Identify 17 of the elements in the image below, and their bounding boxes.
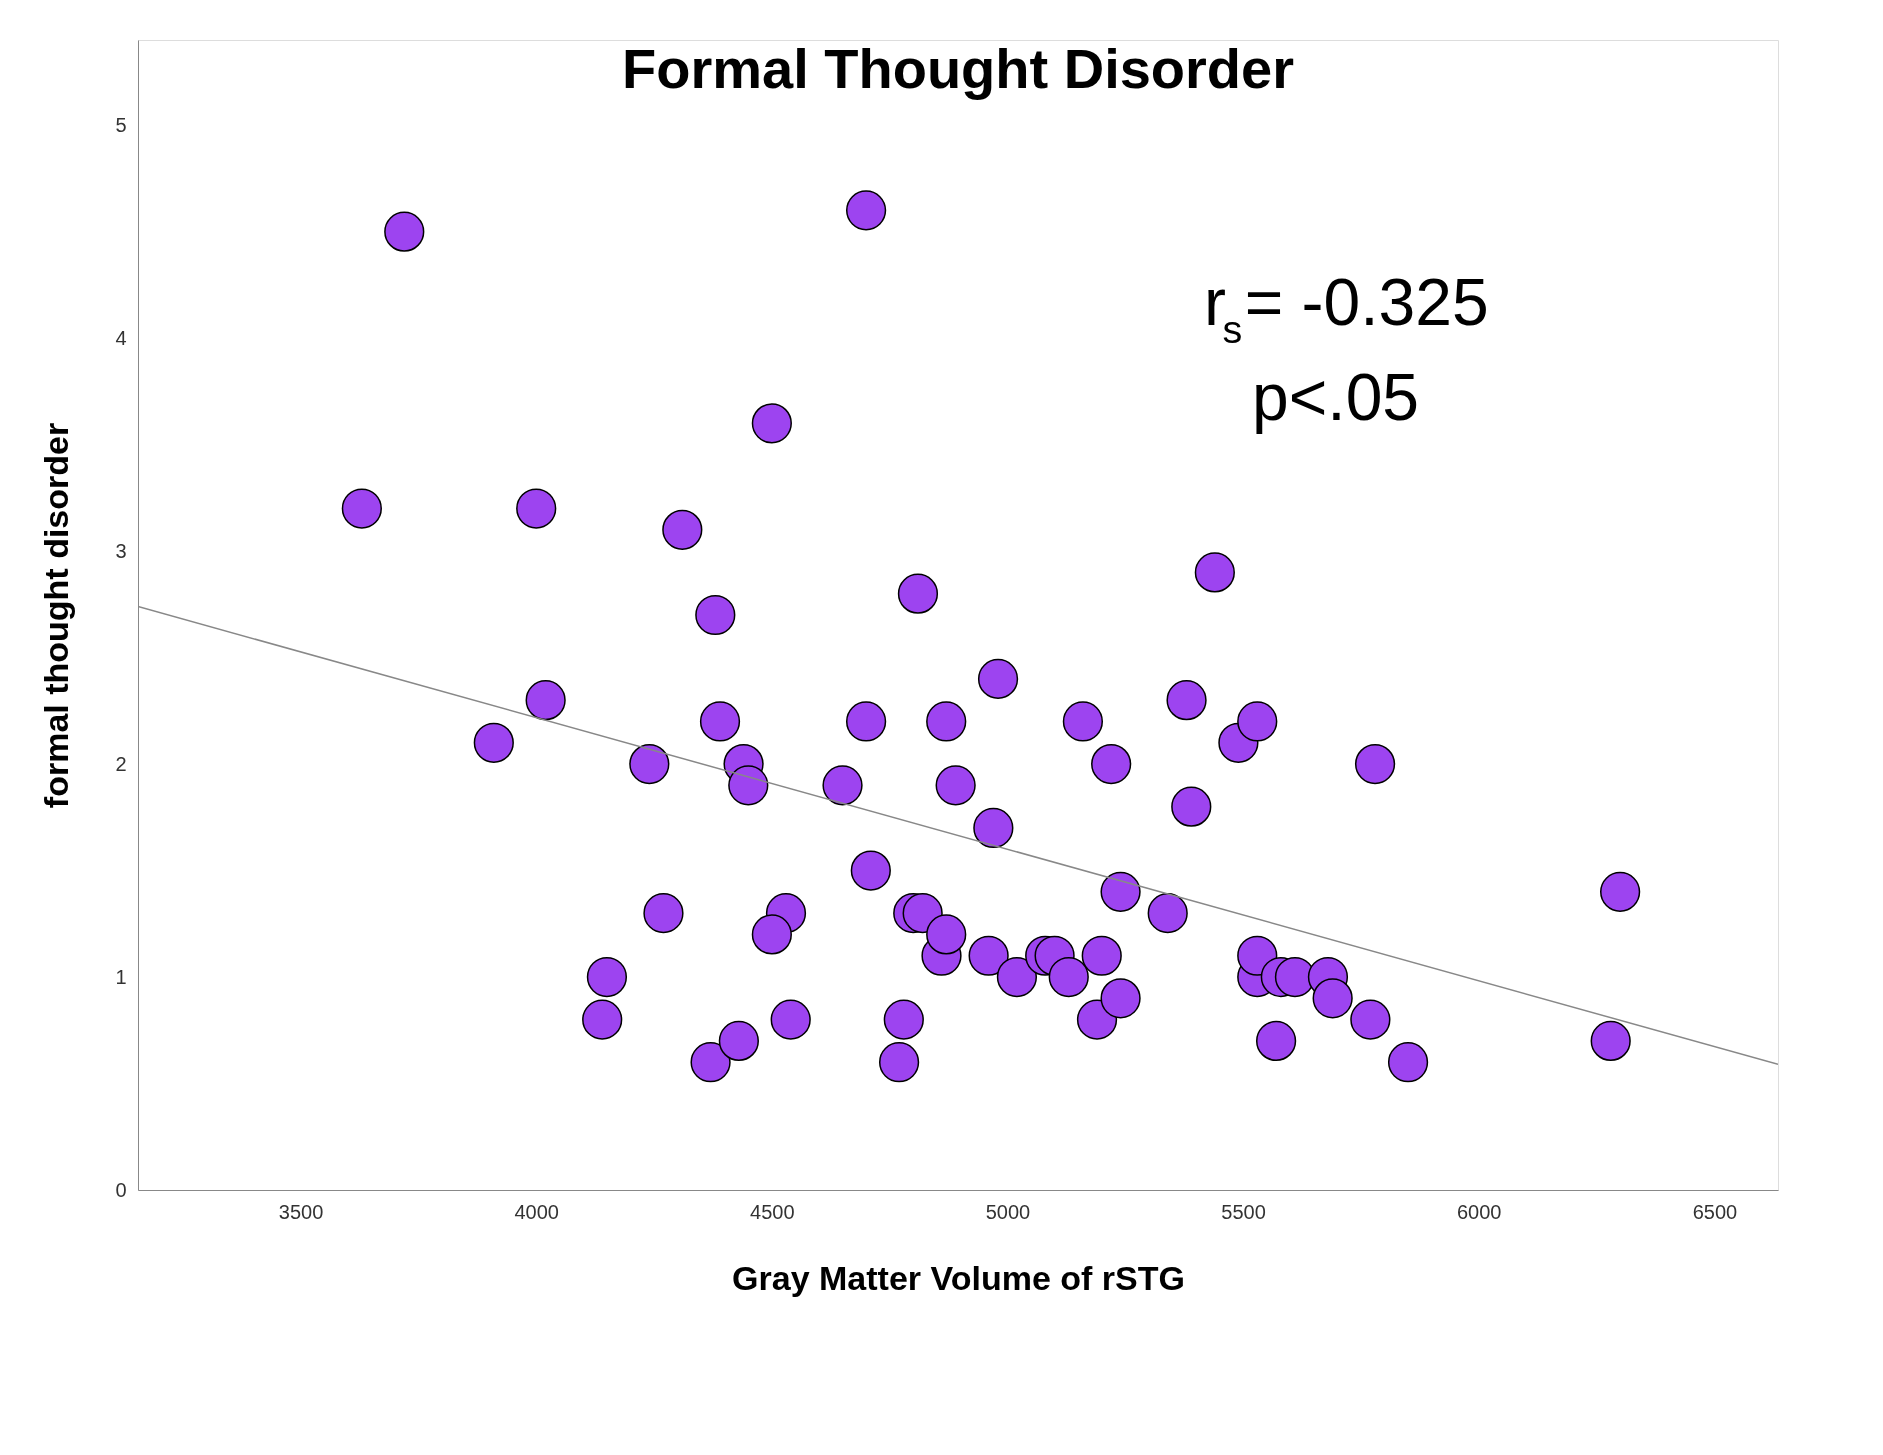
y-tick-label: 4: [115, 326, 127, 349]
x-tick-label: 6000: [1457, 1200, 1502, 1223]
y-tick-label: 5: [115, 113, 127, 136]
annotation: p<.05: [1252, 360, 1420, 434]
x-tick-label: 5500: [1221, 1200, 1266, 1223]
y-tick-label: 1: [115, 965, 127, 988]
y-tick-label: 2: [115, 752, 127, 775]
x-tick-label: 4500: [750, 1200, 795, 1223]
chart-title: Formal Thought Disorder: [622, 37, 1294, 100]
x-axis-title: Gray Matter Volume of rSTG: [732, 1258, 1185, 1297]
y-tick-label: 0: [115, 1178, 127, 1201]
x-tick-label: 4000: [514, 1200, 559, 1223]
x-tick-label: 6500: [1692, 1200, 1738, 1223]
y-tick-label: 3: [115, 539, 127, 562]
y-axis-title: formal thought disorder: [37, 422, 76, 809]
x-tick-label: 5000: [985, 1200, 1031, 1223]
x-tick-label: 3500: [278, 1200, 324, 1223]
